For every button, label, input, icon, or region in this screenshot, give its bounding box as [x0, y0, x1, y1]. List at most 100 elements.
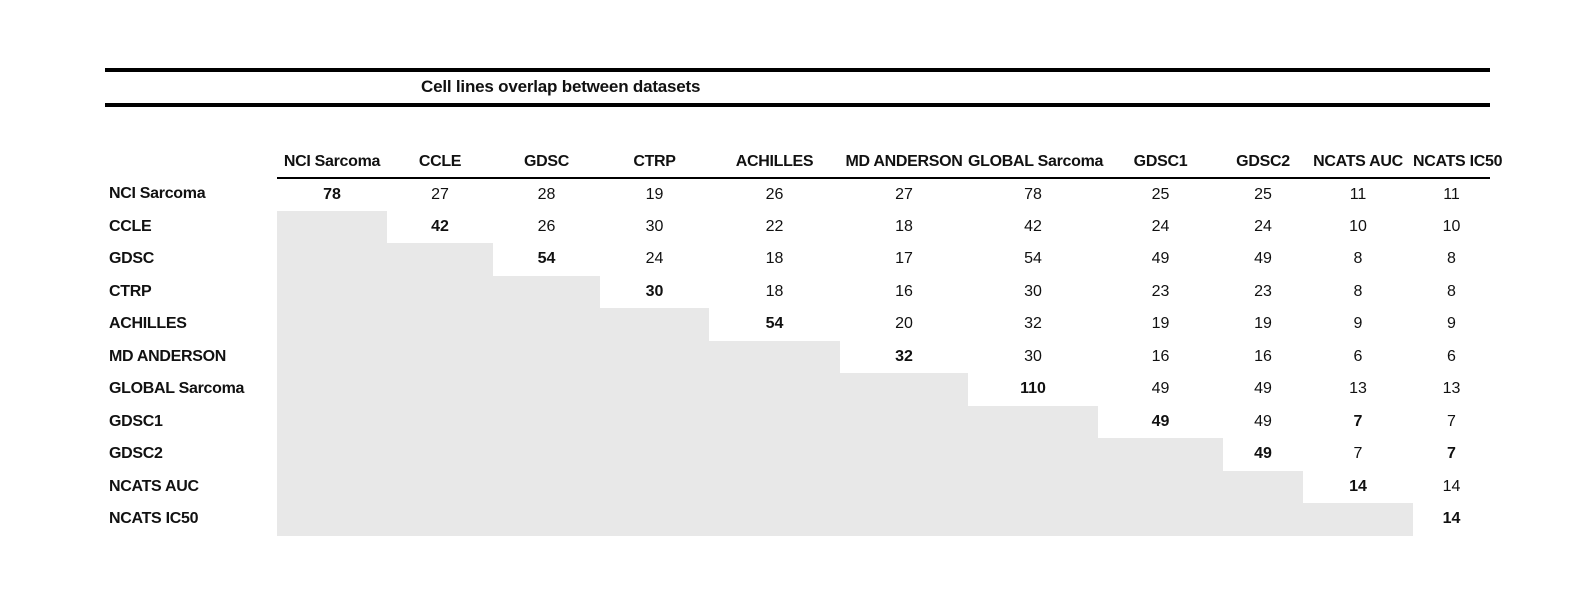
- shaded-cell: [968, 503, 1098, 536]
- column-header: CCLE: [387, 135, 493, 179]
- table-row: GDSC1 49 49 7 7: [105, 405, 1490, 438]
- column-header: NCI Sarcoma: [277, 135, 387, 179]
- shaded-cell: [277, 503, 387, 536]
- shaded-cell: [709, 470, 840, 503]
- overlap-cell: 32: [1024, 315, 1042, 333]
- shaded-cell: [387, 275, 493, 308]
- overlap-cell: 9: [1353, 315, 1363, 333]
- overlap-cell: 18: [765, 282, 784, 300]
- shaded-cell: [387, 308, 493, 341]
- shaded-cell: [1098, 438, 1223, 471]
- overlap-cell: 23: [1254, 282, 1272, 300]
- overlap-table: NCI Sarcoma CCLE GDSC CTRP ACHILLES MD ANDERS…: [105, 135, 1502, 536]
- shaded-cell: [709, 503, 840, 536]
- overlap-cell: 30: [645, 217, 664, 235]
- overlap-cell: 14: [1442, 477, 1461, 495]
- overlap-cell: 14: [1442, 510, 1461, 528]
- overlap-cell: 7: [1353, 445, 1363, 463]
- table-row: NCATS AUC 14 14: [105, 470, 1490, 503]
- shaded-cell: [277, 405, 387, 438]
- column-header: GDSC2: [1223, 135, 1303, 179]
- overlap-cell: 8: [1447, 282, 1456, 300]
- overlap-cell: 30: [1024, 347, 1042, 365]
- overlap-cell: 16: [895, 282, 913, 300]
- shaded-cell: [968, 470, 1098, 503]
- shaded-cell: [493, 275, 600, 308]
- shaded-cell: [1223, 503, 1303, 536]
- column-header: GDSC1: [1098, 135, 1223, 179]
- shaded-cell: [1098, 470, 1223, 503]
- shaded-cell: [387, 373, 493, 406]
- row-label: GDSC2: [109, 445, 163, 463]
- overlap-cell: 22: [765, 217, 784, 235]
- row-label: NCATS IC50: [109, 510, 199, 528]
- shaded-cell: [1098, 503, 1223, 536]
- shaded-cell: [968, 405, 1098, 438]
- column-header: GLOBAL Sarcoma: [968, 135, 1103, 179]
- overlap-cell: 54: [537, 250, 556, 268]
- shaded-cell: [840, 438, 968, 471]
- overlap-cell: 27: [431, 185, 449, 203]
- shaded-cell: [387, 243, 493, 276]
- shaded-cell: [493, 438, 600, 471]
- table-row: GLOBAL Sarcoma 110 49 49 13 13: [105, 373, 1490, 406]
- overlap-cell: 78: [1024, 185, 1042, 203]
- shaded-cell: [277, 308, 387, 341]
- table-row: ACHILLES 54 20 32 19 19 9 9: [105, 308, 1490, 341]
- shaded-cell: [1303, 503, 1413, 536]
- row-label: ACHILLES: [109, 315, 187, 333]
- overlap-cell: 10: [1442, 217, 1461, 235]
- shaded-cell: [277, 210, 387, 243]
- shaded-cell: [277, 243, 387, 276]
- shaded-cell: [277, 340, 387, 373]
- table-row: MD ANDERSON 32 30 16 16 6 6: [105, 340, 1490, 373]
- shaded-cell: [600, 405, 709, 438]
- row-label: NCATS AUC: [109, 477, 199, 495]
- overlap-cell: 20: [895, 315, 913, 333]
- shaded-cell: [709, 438, 840, 471]
- shaded-cell: [493, 373, 600, 406]
- column-header: MD ANDERSON: [840, 135, 968, 179]
- row-label: GDSC: [109, 250, 155, 268]
- overlap-cell: 110: [1020, 380, 1046, 398]
- overlap-cell: 30: [1024, 282, 1042, 300]
- overlap-cell: 49: [1151, 412, 1170, 430]
- overlap-cell: 6: [1447, 347, 1456, 365]
- overlap-cell: 27: [895, 185, 913, 203]
- shaded-cell: [493, 405, 600, 438]
- shaded-cell: [600, 340, 709, 373]
- overlap-cell: 6: [1353, 347, 1363, 365]
- table-row: GDSC2 49 7 7: [105, 438, 1490, 471]
- overlap-cell: 23: [1151, 282, 1170, 300]
- overlap-cell: 14: [1349, 477, 1367, 495]
- shaded-cell: [277, 275, 387, 308]
- row-label: NCI Sarcoma: [109, 185, 206, 203]
- column-header: GDSC: [493, 135, 600, 179]
- shaded-cell: [709, 373, 840, 406]
- overlap-cell: 9: [1447, 315, 1456, 333]
- overlap-cell: 54: [1024, 250, 1042, 268]
- shaded-cell: [840, 470, 968, 503]
- row-label: GLOBAL Sarcoma: [109, 380, 245, 398]
- overlap-cell: 32: [895, 347, 913, 365]
- overlap-cell: 30: [645, 282, 664, 300]
- overlap-cell: 26: [537, 217, 556, 235]
- overlap-cell: 24: [645, 250, 664, 268]
- shaded-cell: [493, 470, 600, 503]
- header-row: NCI Sarcoma CCLE GDSC CTRP ACHILLES MD ANDERS…: [105, 135, 1502, 179]
- row-label: CCLE: [109, 217, 152, 235]
- shaded-cell: [968, 438, 1098, 471]
- overlap-cell: 42: [431, 217, 449, 235]
- shaded-cell: [600, 438, 709, 471]
- overlap-cell: 49: [1254, 412, 1272, 430]
- overlap-cell: 13: [1349, 380, 1367, 398]
- shaded-cell: [840, 405, 968, 438]
- shaded-cell: [493, 503, 600, 536]
- table-row: CTRP 30 18 16 30 23 23 8 8: [105, 275, 1490, 308]
- table-row: GDSC 54 24 18 17 54 49 49 8 8: [105, 243, 1490, 276]
- overlap-cell: 11: [1443, 185, 1460, 203]
- overlap-cell: 18: [895, 217, 913, 235]
- shaded-cell: [1223, 470, 1303, 503]
- overlap-cell: 28: [537, 185, 556, 203]
- overlap-cell: 7: [1447, 412, 1456, 430]
